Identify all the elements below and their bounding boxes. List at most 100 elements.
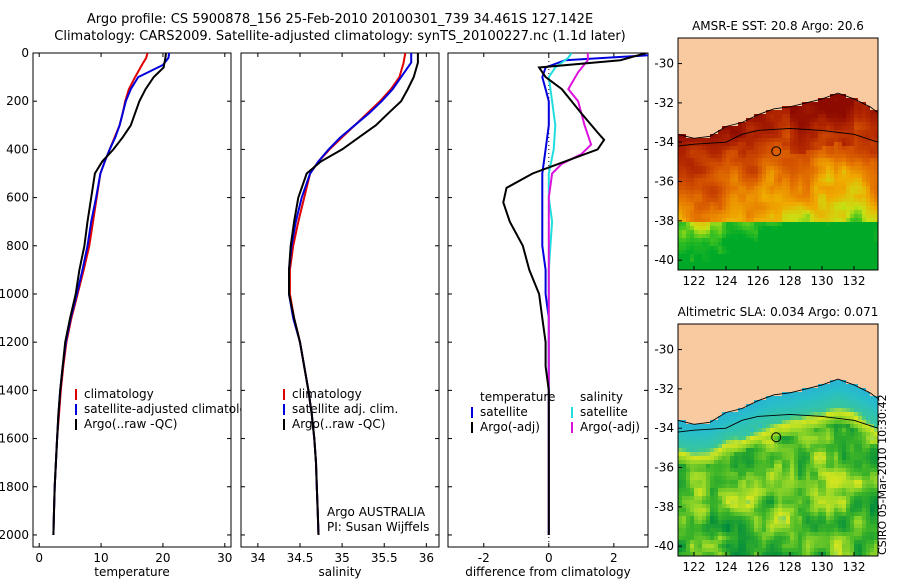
sst-map-cell: [838, 266, 843, 271]
sla-map-cell: [806, 372, 811, 377]
sla-map-cell: [750, 428, 755, 433]
sla-map-cell: [782, 468, 787, 473]
sla-map-cell: [726, 448, 731, 453]
sst-map-cell: [702, 78, 707, 83]
sst-map-cell: [838, 226, 843, 231]
sla-map-cell: [802, 372, 807, 377]
sst-map-cell: [866, 110, 871, 115]
sla-map-cell: [814, 416, 819, 421]
sst-map-cell: [762, 42, 767, 47]
sst-map-cell: [778, 258, 783, 263]
sla-map-cell: [790, 448, 795, 453]
sst-map-cell: [786, 150, 791, 155]
sla-map-cell: [850, 340, 855, 345]
sla-map-cell: [722, 472, 727, 477]
sla-map-cell: [790, 436, 795, 441]
sst-map-cell: [686, 130, 691, 135]
sst-map-cell: [714, 142, 719, 147]
sst-map-cell: [734, 90, 739, 95]
sla-map-cell: [838, 328, 843, 333]
sst-map-cell: [738, 114, 743, 119]
sla-map-cell: [746, 336, 751, 341]
sla-map-cell: [850, 452, 855, 457]
sst-map-cell: [790, 210, 795, 215]
sst-map-cell: [794, 198, 799, 203]
sst-map-cell: [798, 46, 803, 51]
sla-map-cell: [750, 376, 755, 381]
sla-map-cell: [846, 416, 851, 421]
sst-map-cell: [690, 158, 695, 163]
sst-map-cell: [682, 98, 687, 103]
sla-map-cell: [822, 364, 827, 369]
sst-map-cell: [822, 242, 827, 247]
sst-map-cell: [810, 150, 815, 155]
sst-map-cell: [794, 90, 799, 95]
sst-map-cell: [690, 234, 695, 239]
sst-map-cell: [702, 74, 707, 79]
sst-map-cell: [806, 114, 811, 119]
sst-map-cell: [802, 170, 807, 175]
sst-map-cell: [834, 226, 839, 231]
sst-map-cell: [794, 94, 799, 99]
sla-map-cell: [834, 472, 839, 477]
sla-map-cell: [718, 368, 723, 373]
sst-map-cell: [814, 114, 819, 119]
sla-map-cell: [750, 372, 755, 377]
sst-map-cell: [830, 70, 835, 75]
sla-map-cell: [686, 372, 691, 377]
sst-map-cell: [774, 226, 779, 231]
sst-map-cell: [730, 54, 735, 59]
sst-map-cell: [782, 126, 787, 131]
sla-map-cell: [722, 392, 727, 397]
sst-map-cell: [702, 114, 707, 119]
sla-map-cell: [758, 452, 763, 457]
sst-map-cell: [702, 230, 707, 235]
sla-map-cell: [774, 352, 779, 357]
sst-map-cell: [798, 130, 803, 135]
sla-map-cell: [786, 388, 791, 393]
sla-map-cell: [682, 328, 687, 333]
sst-map-cell: [678, 66, 683, 71]
sla-map-cell: [790, 420, 795, 425]
sla-map-cell: [726, 360, 731, 365]
sst-map-cell: [870, 206, 875, 211]
sst-map-cell: [806, 66, 811, 71]
sst-map-cell: [722, 222, 727, 227]
sla-map-cell: [822, 416, 827, 421]
sst-map-ytick-label: -36: [654, 175, 674, 189]
sla-map-cell: [814, 472, 819, 477]
sla-map-cell: [762, 440, 767, 445]
sst-map-cell: [726, 150, 731, 155]
sst-map-cell: [678, 206, 683, 211]
sla-map-cell: [762, 420, 767, 425]
sst-map-cell: [802, 126, 807, 131]
sst-map-cell: [802, 42, 807, 47]
sst-map-cell: [694, 126, 699, 131]
sla-map-cell: [686, 412, 691, 417]
sla-map-cell: [690, 464, 695, 469]
sla-map-cell: [698, 416, 703, 421]
sst-map-cell: [738, 214, 743, 219]
sst-map-cell: [682, 66, 687, 71]
sst-map-cell: [746, 110, 751, 115]
sla-map-cell: [718, 404, 723, 409]
sla-map-cell: [730, 420, 735, 425]
sst-map-cell: [742, 258, 747, 263]
sst-map-cell: [734, 182, 739, 187]
sst-map-cell: [874, 198, 879, 203]
sst-map-cell: [870, 126, 875, 131]
sst-map-cell: [698, 178, 703, 183]
sst-map-cell: [750, 114, 755, 119]
sla-map-cell: [770, 380, 775, 385]
sst-map-cell: [734, 42, 739, 47]
sst-map-cell: [678, 154, 683, 159]
sst-map-cell: [678, 234, 683, 239]
sst-map-cell: [782, 266, 787, 271]
sst-map-cell: [758, 138, 763, 143]
sla-map-cell: [806, 452, 811, 457]
sst-map-cell: [738, 262, 743, 267]
sla-map-cell: [786, 356, 791, 361]
sst-map-cell: [706, 86, 711, 91]
sst-map-cell: [698, 258, 703, 263]
sla-map-cell: [730, 464, 735, 469]
